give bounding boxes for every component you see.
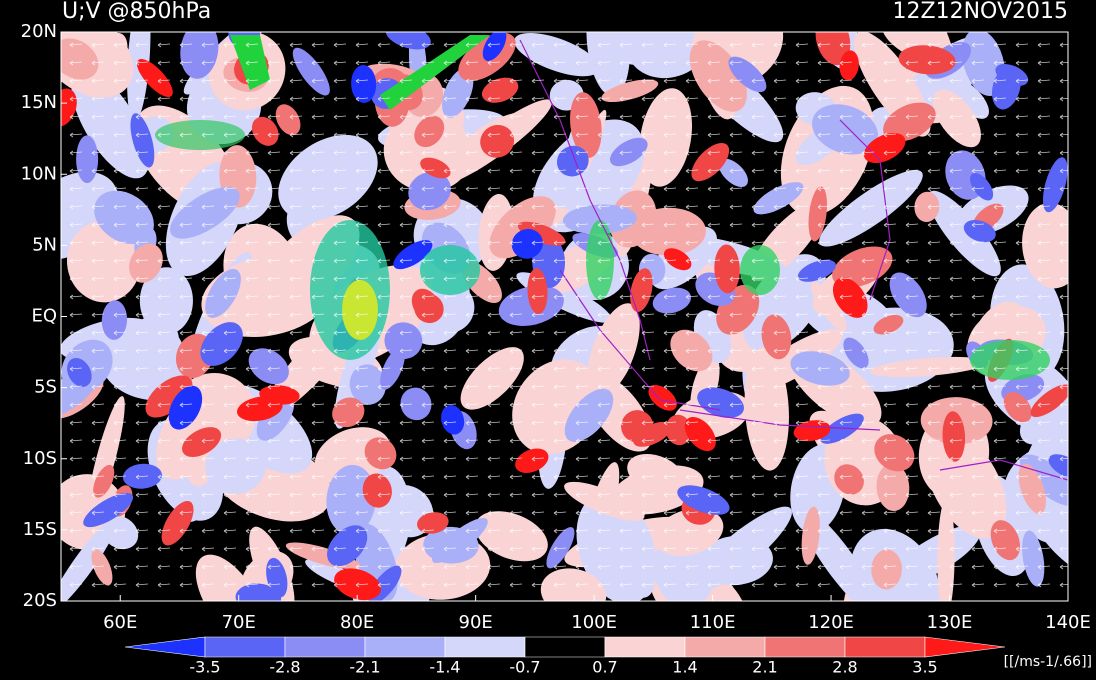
colorbar-swatch [284, 636, 366, 658]
colorbar-swatch [924, 636, 1006, 658]
map-time: 12Z12NOV2015 [893, 0, 1068, 24]
lon-tick-label: 140E [1045, 612, 1091, 633]
lat-tick-label: 15S [23, 519, 57, 540]
lat-tick-label: 10N [21, 163, 57, 184]
lon-tick-label: 90E [459, 612, 493, 633]
lon-tick-label: 70E [222, 612, 256, 633]
colorbar-label: -3.5 [189, 658, 220, 677]
colorbar-swatch [444, 636, 526, 658]
colorbar-label: -1.4 [429, 658, 460, 677]
lon-tick-label: 100E [571, 612, 617, 633]
colorbar-swatch [684, 636, 766, 658]
map-title: U;V @850hPa [62, 0, 211, 24]
lon-tick-label: 130E [927, 612, 973, 633]
lat-tick-label: 5N [32, 234, 57, 255]
lat-tick-label: 20S [23, 590, 57, 611]
colorbar-label: 2.8 [832, 658, 857, 677]
lat-tick-label: 20N [21, 21, 57, 42]
colorbar-label: -2.8 [269, 658, 300, 677]
colorbar-swatch [204, 636, 286, 658]
lat-tick-label: 5S [34, 377, 57, 398]
lat-tick-label: 10S [23, 448, 57, 469]
lat-tick-label: 15N [21, 92, 57, 113]
colorbar-swatch [524, 636, 606, 658]
lat-tick-label: EQ [31, 306, 57, 327]
lon-tick-label: 60E [103, 612, 137, 633]
colorbar-swatch [764, 636, 846, 658]
colorbar: -3.5 -2.8 -2.1 -1.4 -0.7 0.7 1.4 2.1 2.8 3.5 [124, 636, 1006, 677]
colorbar-label: 1.4 [672, 658, 697, 677]
colorbar-label: 3.5 [912, 658, 937, 677]
colorbar-swatch [364, 636, 446, 658]
colorbar-label: 2.1 [752, 658, 777, 677]
axes: 60E 70E 80E 90E 100E 110E 120E 130E 140E 20N 15N 10… [21, 21, 1091, 633]
colorbar-label: -2.1 [349, 658, 380, 677]
colorbar-label: -0.7 [509, 658, 540, 677]
lon-tick-label: 120E [808, 612, 854, 633]
colorbar-units: [[/ms-1/.66]] [1004, 654, 1092, 670]
colorbar-label: 0.7 [592, 658, 617, 677]
colorbar-swatch [604, 636, 686, 658]
lon-tick-label: 80E [340, 612, 374, 633]
lon-tick-label: 110E [690, 612, 736, 633]
wind-vectors [61, 32, 1068, 601]
colorbar-swatch [844, 636, 926, 658]
